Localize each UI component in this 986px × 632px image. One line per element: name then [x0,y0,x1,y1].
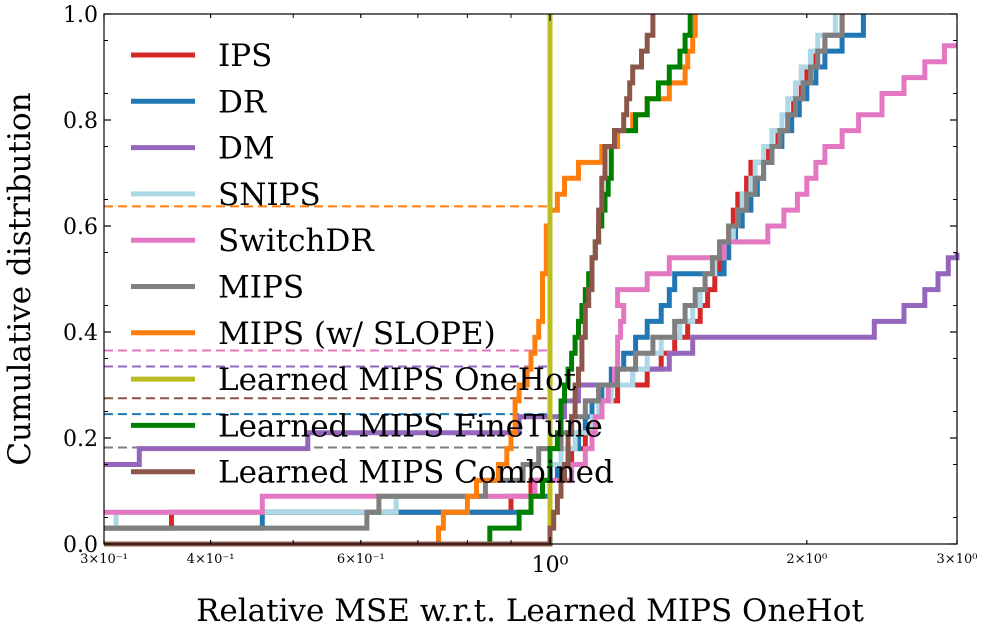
legend-item-learned-mips-onehot: Learned MIPS OneHot [131,362,577,398]
legend-label: DM [218,131,275,167]
y-tick-label: 0.6 [63,215,98,240]
series-line-switchdr [104,43,957,515]
legend-item-learned-mips-finetune: Learned MIPS FineTune [131,408,603,444]
legend-item-dm: DM [131,131,275,167]
y-tick-label: 0.2 [63,427,98,452]
legend-label: MIPS [218,270,304,306]
legend-item-learned-mips-combined: Learned MIPS Combined [131,455,614,491]
x-tick-label: 2×10⁰ [786,552,827,567]
legend-item-mips-w-slope: MIPS (w/ SLOPE) [131,316,496,352]
x-tick-label: 3×10⁰ [937,552,978,567]
x-axis-label: Relative MSE w.r.t. Learned MIPS OneHot [196,593,864,629]
x-axis-ticks: 3×10⁻¹ 4×10⁻¹ 6×10⁻¹ 10⁰ 2×10⁰ 3×10⁰ [80,14,977,578]
x-tick-label: 10⁰ [532,553,569,578]
legend-label: DR [218,84,268,120]
legend-label: MIPS (w/ SLOPE) [218,316,496,352]
legend-label: Learned MIPS OneHot [218,362,577,398]
legend-item-switchdr: SwitchDR [131,223,375,259]
y-tick-label: 1.0 [63,3,98,28]
x-tick-label: 3×10⁻¹ [80,552,128,567]
legend-item-ips: IPS [131,38,272,74]
x-tick-label: 4×10⁻¹ [187,552,235,567]
y-axis-label: Cumulative distribution [2,92,38,465]
series-line-learned-mips-combined [104,14,656,547]
legend-label: Learned MIPS Combined [218,455,614,491]
legend-label: IPS [218,38,272,74]
plot-area [104,14,957,544]
legend-item-snips: SNIPS [131,177,321,213]
axes-border [103,13,958,545]
y-axis-ticks: 0.0 0.2 0.4 0.6 0.8 1.0 [63,3,957,558]
legend: IPS DR DM SNIPS SwitchDR MIPS MIPS (w/ SLOPE) L… [131,38,614,491]
legend-label: SNIPS [218,177,321,213]
legend-label: Learned MIPS FineTune [218,408,603,444]
series-layer [104,14,960,547]
legend-label: SwitchDR [218,223,375,259]
plot-background [104,14,957,544]
x-tick-label: 6×10⁻¹ [337,552,385,567]
legend-item-dr: DR [131,84,268,120]
series-line-dm [104,252,960,467]
y-tick-label: 0.4 [63,321,98,346]
axes-frame [103,13,958,545]
y-tick-label: 0.8 [63,109,98,134]
legend-item-mips: MIPS [131,270,304,306]
y-tick-label: 0.0 [63,533,98,558]
